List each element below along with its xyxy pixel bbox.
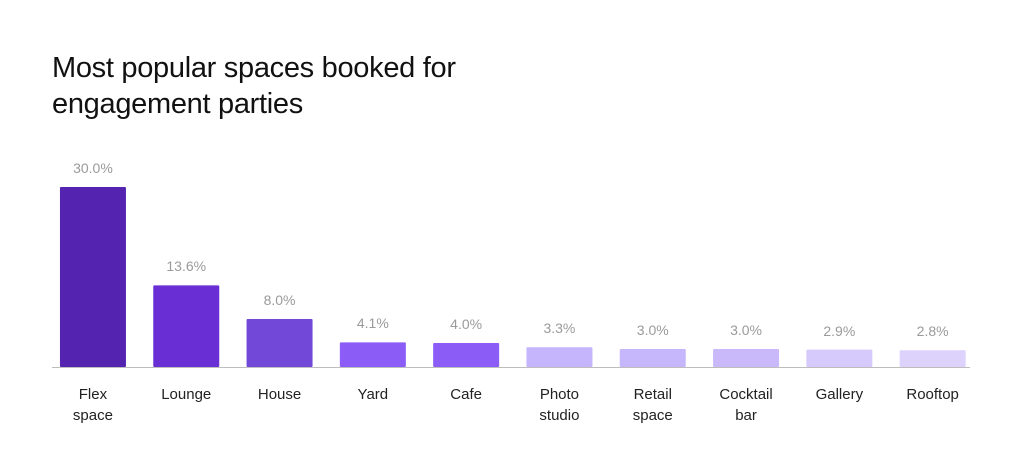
- x-tick-label: Photo studio: [539, 386, 580, 424]
- value-label: 2.9%: [823, 322, 856, 339]
- x-tick-label: Cafe: [450, 386, 482, 403]
- value-label: 3.0%: [730, 322, 762, 338]
- bar: [59, 187, 126, 367]
- bar: [433, 343, 500, 367]
- x-tick-label: House: [257, 386, 302, 403]
- value-label: 13.6%: [166, 258, 207, 275]
- x-tick-label: Rooftop: [906, 386, 959, 403]
- value-label: 3.3%: [543, 320, 576, 337]
- value-label: 8.0%: [263, 292, 296, 308]
- x-tick-label: Flex space: [72, 386, 113, 424]
- x-tick-label: Retail space: [632, 386, 673, 424]
- value-label: 2.8%: [916, 323, 949, 340]
- x-tick-label: Lounge: [161, 386, 212, 403]
- x-tick-label: Yard: [357, 386, 389, 403]
- value-label: 4.0%: [450, 316, 483, 332]
- bar: [526, 347, 593, 367]
- bar: [806, 349, 873, 367]
- bar: [899, 350, 966, 367]
- x-tick-label: Cocktail bar: [719, 386, 773, 424]
- value-label: 3.0%: [636, 322, 669, 338]
- value-label: 4.1%: [356, 315, 389, 332]
- x-tick-label: Gallery: [815, 386, 864, 403]
- bar: [713, 349, 780, 367]
- bar: [339, 342, 406, 367]
- bar: [246, 319, 313, 367]
- bar: [153, 285, 220, 367]
- value-label: 30.0%: [73, 160, 113, 176]
- bar: [619, 349, 686, 367]
- chart-title: Most popular spaces booked for engagemen…: [52, 52, 456, 120]
